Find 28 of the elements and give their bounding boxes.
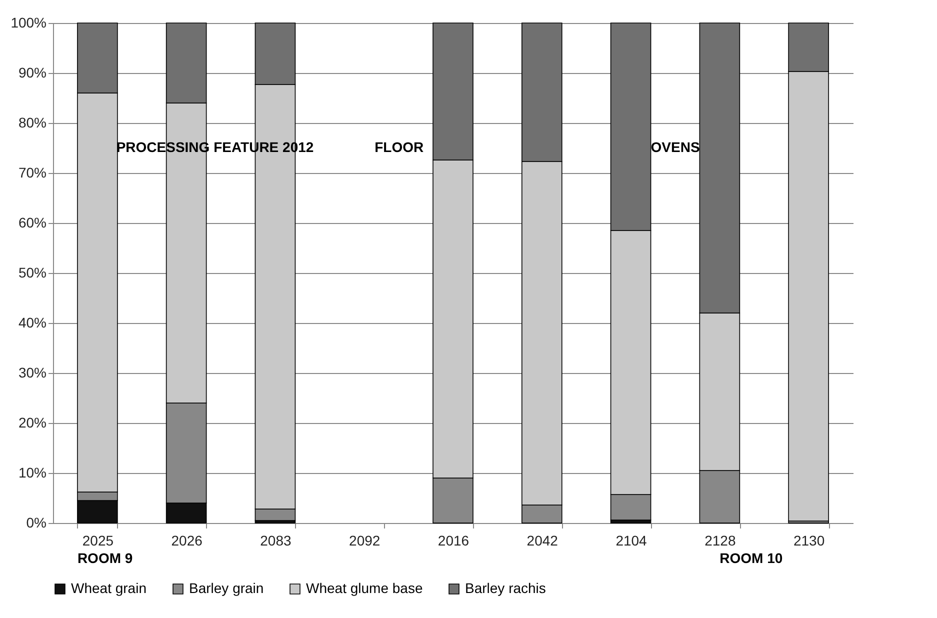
x-tick-label: 2025: [82, 532, 114, 548]
x-tick-label: 2092: [349, 532, 380, 548]
x-tick-label: 2130: [793, 532, 825, 548]
text: ROOM 9: [77, 550, 133, 566]
y-tick-label: 20%: [18, 414, 46, 430]
y-tick-label: 90%: [18, 64, 46, 80]
y-tick-label: 70%: [18, 164, 46, 180]
x-tick-label: 2026: [171, 532, 203, 548]
y-tick-label: 100%: [10, 14, 46, 30]
text: ROOM 10: [720, 550, 783, 566]
legend-label: Barley rachis: [465, 580, 546, 596]
y-tick-label: 10%: [18, 464, 46, 480]
y-tick-label: 30%: [18, 364, 46, 380]
y-tick-label: 60%: [18, 214, 46, 230]
legend-label: Wheat glume base: [306, 580, 423, 596]
x-tick-label: 2128: [704, 532, 736, 548]
x-tick-label: 2042: [526, 532, 558, 548]
legend-label: Wheat grain: [71, 580, 146, 596]
x-tick-label: 2104: [616, 532, 648, 548]
x-tick-label: 2016: [438, 532, 470, 548]
x-tick-label: 2083: [260, 532, 292, 548]
y-tick-label: 50%: [18, 264, 46, 280]
y-tick-label: 0%: [26, 514, 46, 530]
y-tick-label: 80%: [18, 114, 46, 130]
y-tick-label: 40%: [18, 314, 46, 330]
annotation: FLOOR: [374, 139, 424, 155]
annotation: OVENS: [650, 139, 700, 155]
legend-label: Barley grain: [189, 580, 264, 596]
